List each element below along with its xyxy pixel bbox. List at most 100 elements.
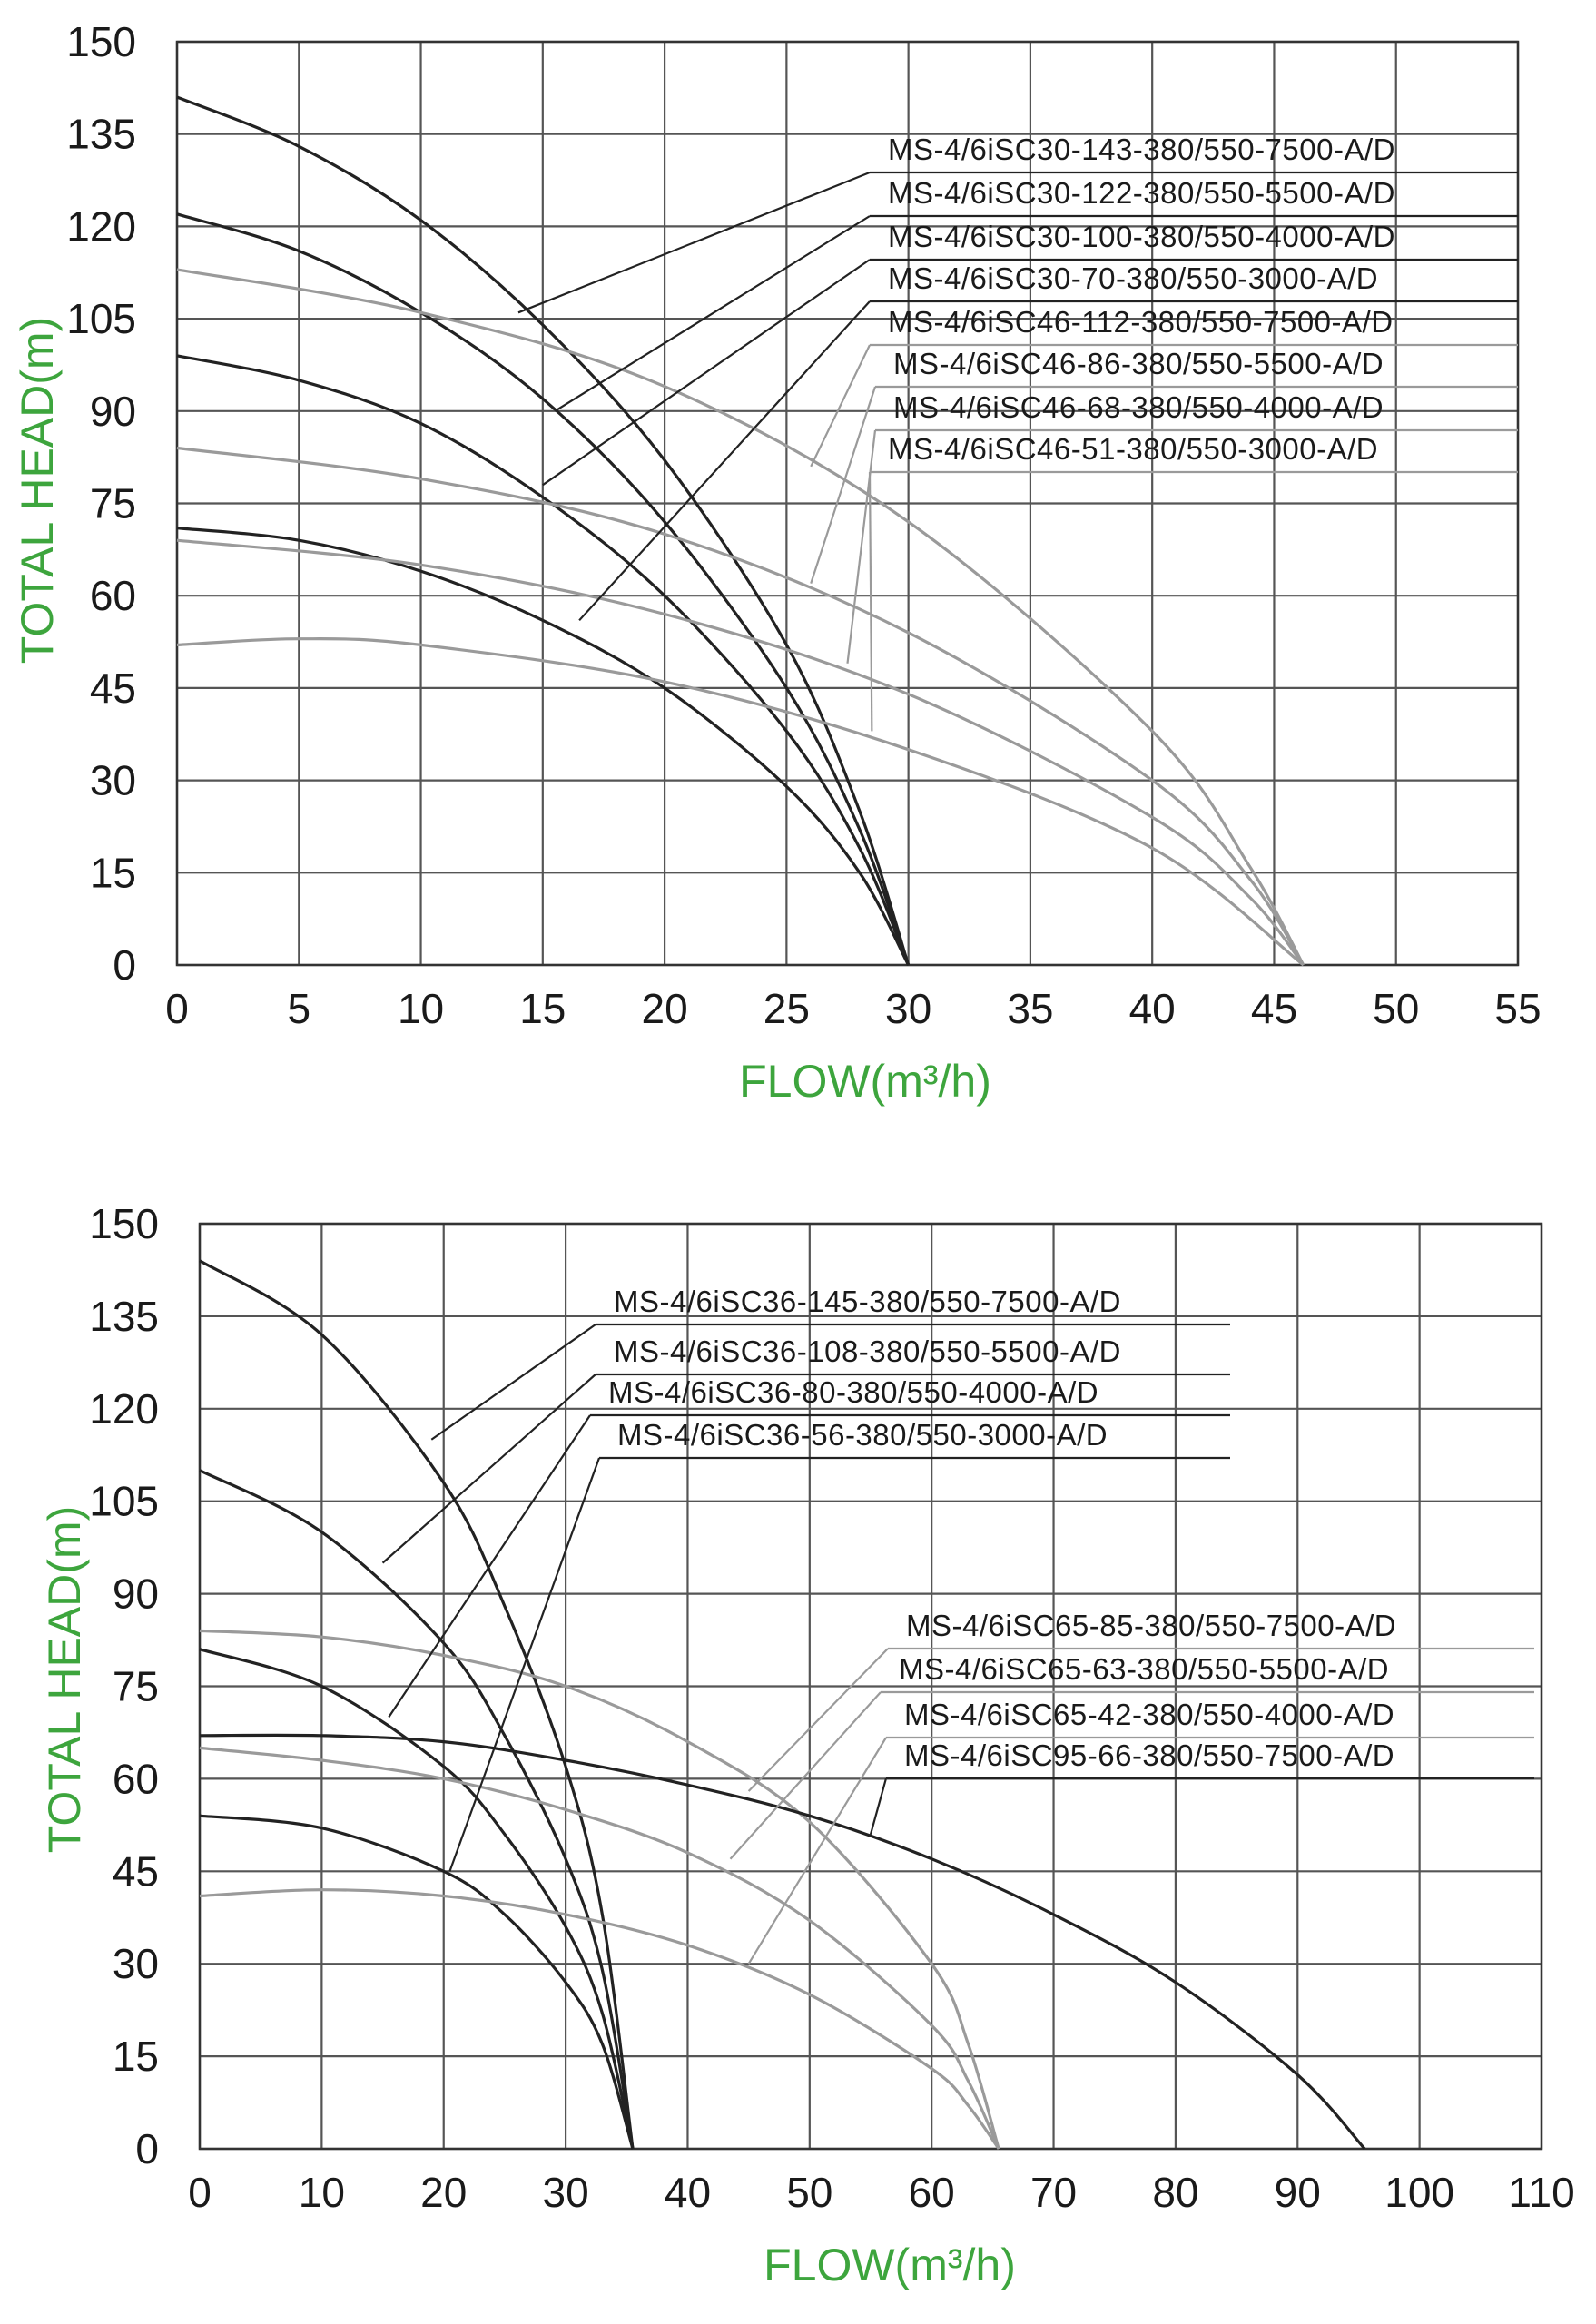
leader-line (448, 1457, 601, 1872)
series-label-text: MS-4/6iSC46-112-380/550-7500-A/D (888, 305, 1394, 339)
series-label: MS-4/6iSC36-56-380/550-3000-A/D (448, 1418, 1230, 1872)
x-tick-label: 0 (188, 2169, 212, 2216)
leader-line (846, 429, 877, 664)
series-label-text: MS-4/6iSC95-66-380/550-7500-A/D (904, 1738, 1394, 1772)
x-tick-label: 110 (1508, 2169, 1574, 2216)
x-tick-label: 60 (909, 2169, 955, 2216)
x-tick-label: 45 (1251, 985, 1297, 1032)
x-tick-label: 20 (420, 2169, 467, 2216)
series-label: MS-4/6iSC30-143-380/550-7500-A/D (517, 133, 1518, 314)
leader-line (381, 1374, 596, 1564)
leader-line (388, 1414, 591, 1718)
series-label-text: MS-4/6iSC46-68-380/550-4000-A/D (893, 390, 1384, 424)
series-label: MS-4/6iSC46-86-380/550-5500-A/D (810, 347, 1518, 584)
x-tick-label: 70 (1030, 2169, 1077, 2216)
x-tick-label: 35 (1007, 985, 1053, 1032)
y-tick-label: 45 (113, 1847, 159, 1895)
x-tick-label: 5 (287, 985, 310, 1032)
x-tick-label: 50 (786, 2169, 832, 2216)
series-label: MS-4/6iSC30-122-380/550-5500-A/D (554, 176, 1518, 412)
leader-line (729, 1691, 882, 1860)
series-line (176, 538, 1305, 966)
series-label: MS-4/6iSC36-80-380/550-4000-A/D (388, 1375, 1230, 1718)
series-line (199, 1746, 1000, 2150)
series-line (199, 1469, 635, 2150)
y-tick-label: 90 (113, 1571, 159, 1618)
x-tick-label: 50 (1373, 985, 1419, 1032)
x-tick-label: 10 (398, 985, 444, 1032)
pump-curve-chart-bottom: 0 10 20 30 40 50 60 70 80 90 100 110 0 15 30 45 60 75 90 10… (39, 1200, 1575, 2290)
leader-line (430, 1324, 596, 1441)
grid (175, 40, 1520, 967)
plot-frame (198, 1222, 1543, 2151)
y-tick-label: 135 (89, 1293, 159, 1340)
x-tick-label: 30 (885, 985, 931, 1032)
y-tick-label: 75 (113, 1663, 159, 1710)
series-label-text: MS-4/6iSC36-108-380/550-5500-A/D (614, 1334, 1121, 1368)
y-tick-label: 30 (113, 1940, 159, 1987)
series-line (199, 1259, 635, 2150)
series-line (176, 268, 1305, 966)
x-axis-title: FLOW(m³/h) (764, 2240, 1016, 2290)
y-tick-label: 120 (66, 202, 136, 250)
series-label-text: MS-4/6iSC36-80-380/550-4000-A/D (608, 1375, 1098, 1409)
x-tick-label: 40 (665, 2169, 711, 2216)
grid (198, 1222, 1543, 2151)
y-tick-label: 60 (113, 1755, 159, 1802)
y-axis-title: TOTAL HEAD(m) (12, 317, 63, 664)
y-axis-title: TOTAL HEAD(m) (39, 1506, 90, 1853)
x-tick-label: 0 (165, 985, 189, 1032)
y-tick-label: 60 (90, 572, 136, 619)
series-label-text: MS-4/6iSC65-85-380/550-7500-A/D (906, 1609, 1396, 1642)
series-label: MS-4/6iSC65-63-380/550-5500-A/D (729, 1652, 1534, 1860)
x-tick-label: 100 (1384, 2169, 1454, 2216)
y-tick-label: 45 (90, 665, 136, 712)
series-line (176, 527, 911, 966)
series-label-text: MS-4/6iSC30-122-380/550-5500-A/D (888, 176, 1395, 210)
leader-line (810, 386, 877, 584)
series-label-text: MS-4/6iSC46-51-380/550-3000-A/D (888, 432, 1378, 466)
plot-frame (175, 40, 1520, 967)
y-tick-label: 0 (135, 2125, 159, 2172)
series-label-text: MS-4/6iSC30-70-380/550-3000-A/D (888, 261, 1378, 295)
y-tick-label: 120 (89, 1385, 159, 1433)
leader-line (869, 1777, 888, 1835)
series-curves (199, 1259, 1366, 2151)
series-line (199, 1733, 1366, 2151)
x-tick-label: 30 (543, 2169, 589, 2216)
y-tick-label: 105 (66, 295, 136, 342)
series-label: MS-4/6iSC46-68-380/550-4000-A/D (846, 390, 1518, 664)
x-tick-label: 10 (299, 2169, 345, 2216)
leader-line (747, 1648, 889, 1792)
leader-line (747, 1737, 887, 1965)
y-tick-label: 90 (90, 388, 136, 435)
leader-line (542, 259, 871, 487)
series-line (199, 1888, 1000, 2150)
x-tick-label: 80 (1152, 2169, 1198, 2216)
x-tick-label: 90 (1275, 2169, 1321, 2216)
leader-line (554, 215, 871, 412)
y-tick-label: 15 (90, 849, 136, 896)
y-tick-label: 150 (89, 1200, 159, 1247)
series-label-text: MS-4/6iSC36-145-380/550-7500-A/D (614, 1285, 1121, 1318)
y-tick-label: 150 (66, 18, 136, 65)
series-label: MS-4/6iSC30-70-380/550-3000-A/D (578, 261, 1518, 622)
series-label-text: MS-4/6iSC30-143-380/550-7500-A/D (888, 133, 1395, 166)
series-label-text: MS-4/6iSC46-86-380/550-5500-A/D (893, 347, 1384, 380)
x-tick-label: 20 (642, 985, 688, 1032)
series-labels: MS-4/6iSC30-143-380/550-7500-A/D MS-4/6iS… (517, 133, 1518, 732)
series-label-text: MS-4/6iSC65-42-380/550-4000-A/D (904, 1698, 1394, 1731)
series-label: MS-4/6iSC65-85-380/550-7500-A/D (747, 1609, 1534, 1792)
series-label: MS-4/6iSC36-108-380/550-5500-A/D (381, 1334, 1230, 1564)
series-label-text: MS-4/6iSC30-100-380/550-4000-A/D (888, 220, 1395, 253)
series-line (176, 212, 911, 966)
y-tick-label: 105 (89, 1478, 159, 1525)
series-label: MS-4/6iSC36-145-380/550-7500-A/D (430, 1285, 1230, 1441)
x-tick-label: 40 (1129, 985, 1176, 1032)
x-tick-label: 55 (1494, 985, 1541, 1032)
series-label: MS-4/6iSC65-42-380/550-4000-A/D (747, 1698, 1534, 1965)
y-tick-label: 30 (90, 757, 136, 804)
series-labels: MS-4/6iSC36-145-380/550-7500-A/D MS-4/6iS… (381, 1285, 1534, 1965)
series-line (199, 1648, 635, 2150)
